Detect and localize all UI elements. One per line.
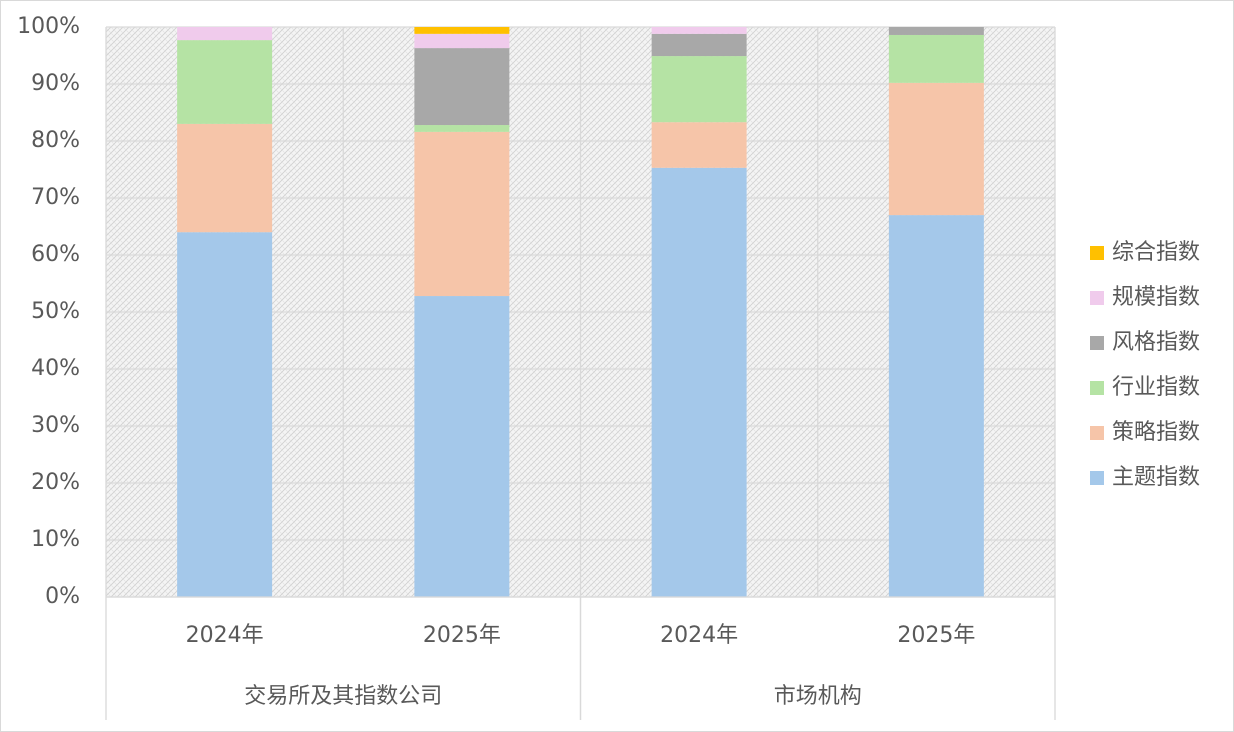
x-tick-label: 2025年 — [423, 623, 501, 648]
legend-label: 策略指数 — [1112, 420, 1200, 445]
legend-swatch — [1090, 381, 1104, 395]
y-tick-label: 70% — [31, 185, 80, 210]
bar-segment — [888, 82, 984, 216]
legend-label: 规模指数 — [1112, 285, 1200, 310]
bar-segment — [651, 167, 747, 598]
legend-swatch — [1090, 471, 1104, 485]
group-label: 交易所及其指数公司 — [244, 684, 442, 709]
legend-label: 主题指数 — [1112, 465, 1200, 490]
bar-segment — [414, 27, 510, 34]
x-tick-label: 2024年 — [660, 623, 738, 648]
legend-swatch — [1090, 336, 1104, 350]
y-tick-label: 30% — [31, 413, 80, 438]
bar-segment — [414, 296, 510, 597]
bar-segment — [651, 33, 747, 57]
y-tick-label: 0% — [45, 584, 80, 609]
legend-label: 综合指数 — [1112, 240, 1200, 265]
x-tick-label: 2024年 — [186, 623, 264, 648]
y-tick-label: 80% — [31, 128, 80, 153]
legend-swatch — [1090, 426, 1104, 440]
bar-segment — [177, 123, 273, 233]
y-tick-label: 40% — [31, 356, 80, 381]
bar-segment — [177, 40, 273, 124]
bar-segment — [177, 27, 273, 41]
bar-segment — [888, 34, 984, 83]
y-tick-label: 50% — [31, 299, 80, 324]
bar-segment — [888, 27, 984, 35]
legend-swatch — [1090, 246, 1104, 260]
legend-label: 风格指数 — [1112, 330, 1200, 355]
bar-segment — [414, 33, 510, 49]
bar-segment — [888, 215, 984, 597]
y-tick-label: 60% — [31, 242, 80, 267]
y-tick-label: 100% — [17, 14, 80, 39]
x-tick-label: 2025年 — [897, 623, 975, 648]
bar-segment — [177, 232, 273, 597]
y-tick-label: 10% — [31, 527, 80, 552]
y-tick-label: 20% — [31, 470, 80, 495]
bar-segment — [414, 131, 510, 297]
bar-segment — [651, 122, 747, 168]
bar-segment — [414, 125, 510, 132]
legend-label: 行业指数 — [1112, 375, 1200, 400]
legend-swatch — [1090, 291, 1104, 305]
bar-segment — [651, 27, 747, 34]
bar-segment — [651, 56, 747, 123]
y-tick-label: 90% — [31, 71, 80, 96]
bar-segment — [414, 48, 510, 126]
group-label: 市场机构 — [774, 684, 862, 709]
